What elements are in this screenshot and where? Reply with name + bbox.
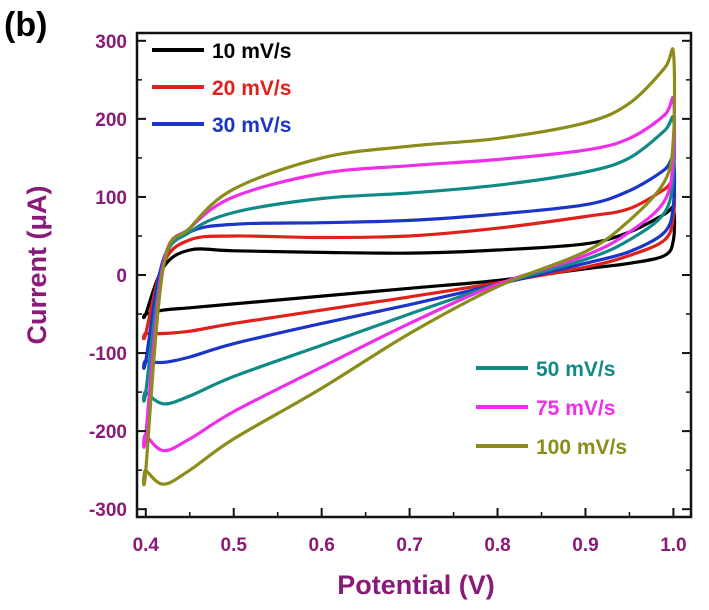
- x-axis-title: Potential (V): [337, 570, 495, 600]
- series-layer: [142, 47, 677, 487]
- y-tick-label: -300: [89, 500, 127, 521]
- y-tick-label: 0: [116, 266, 127, 287]
- x-tick-label: 0.9: [572, 535, 598, 556]
- series-line-100-mv-s: [142, 47, 677, 487]
- x-tick-label: 0.6: [308, 535, 334, 556]
- y-axis: -300 -200 -100 0 100 200 300: [89, 32, 691, 521]
- x-tick-label: 1.0: [660, 535, 686, 556]
- y-axis-title: Current (μA): [22, 185, 52, 344]
- y-tick-label: -100: [89, 344, 127, 365]
- x-tick-label: 0.7: [396, 535, 422, 556]
- y-tick-label: 200: [95, 110, 127, 131]
- legend-top-left: 10 mV/s 20 mV/s 30 mV/s: [152, 40, 291, 137]
- legend-label-10-mv-s: 10 mV/s: [212, 40, 291, 63]
- x-tick-label: 0.8: [484, 535, 510, 556]
- legend-label-30-mv-s: 30 mV/s: [212, 114, 291, 137]
- y-tick-label: 100: [95, 188, 127, 209]
- x-tick-label: 0.5: [221, 535, 248, 556]
- y-tick-label: -200: [89, 422, 127, 443]
- legend-label-20-mv-s: 20 mV/s: [212, 77, 291, 100]
- panel-label: (b): [4, 6, 47, 44]
- legend-bottom-right: 50 mV/s 75 mV/s 100 mV/s: [476, 358, 627, 459]
- series-line-30-mv-s: [142, 154, 677, 370]
- legend-label-50-mv-s: 50 mV/s: [536, 358, 615, 381]
- x-axis: 0.4 0.5 0.6 0.7 0.8 0.9 1.0: [133, 508, 687, 556]
- legend-label-75-mv-s: 75 mV/s: [536, 397, 615, 420]
- y-tick-label: 300: [95, 32, 127, 53]
- legend-label-100-mv-s: 100 mV/s: [536, 436, 627, 459]
- x-tick-label: 0.4: [133, 535, 160, 556]
